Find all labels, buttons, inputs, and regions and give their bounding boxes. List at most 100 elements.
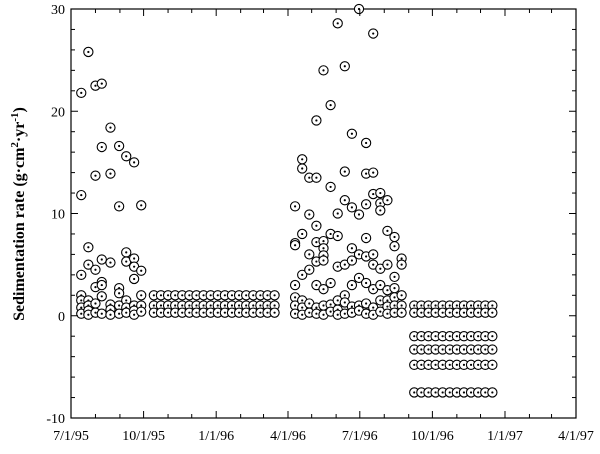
- data-point: [444, 344, 455, 355]
- data-point: [269, 307, 280, 318]
- data-point: [332, 208, 343, 219]
- x-tick-label: 7/1/96: [342, 429, 378, 444]
- data-point: [382, 259, 393, 270]
- data-point: [423, 344, 434, 355]
- x-tick-label: 7/1/95: [53, 429, 89, 444]
- data-point: [105, 309, 116, 320]
- data-point: [382, 225, 393, 237]
- data-point: [487, 387, 498, 398]
- data-point: [90, 170, 101, 181]
- data-point: [396, 307, 407, 318]
- data-point: [113, 140, 125, 152]
- data-point: [318, 65, 329, 76]
- data-point: [90, 264, 101, 275]
- data-point: [375, 187, 386, 199]
- data-point: [339, 166, 350, 177]
- x-tick-label: 1/1/97: [487, 429, 523, 444]
- tick-labels: -10 0 10 20 30 7/1/95 10/1/95 1/1/96 4/1/96 7/1/9…: [46, 3, 594, 444]
- data-point: [382, 195, 393, 206]
- data-point: [113, 288, 125, 299]
- y-tick-label: 0: [58, 310, 65, 325]
- data-point: [304, 264, 315, 275]
- data-point: [76, 87, 87, 98]
- data-point: [360, 137, 372, 149]
- x-tick-label: 10/1/95: [122, 429, 165, 444]
- data-point: [96, 254, 107, 265]
- data-point: [416, 344, 427, 355]
- x-tick-label: 4/1/97: [558, 429, 594, 444]
- data-point: [96, 141, 107, 153]
- data-point: [318, 235, 329, 247]
- data-point: [121, 151, 132, 162]
- data-point: [83, 46, 94, 58]
- data-point: [318, 243, 329, 254]
- data-point: [96, 291, 107, 302]
- data-point: [487, 307, 498, 318]
- data-point: [480, 331, 491, 342]
- data-point: [83, 259, 94, 270]
- data-point: [136, 306, 147, 317]
- data-point: [269, 290, 280, 301]
- data-point: [346, 279, 358, 291]
- data-point: [205, 290, 216, 301]
- data-point: [136, 290, 147, 301]
- data-point: [105, 122, 116, 133]
- data-point: [121, 295, 132, 306]
- data-point: [339, 195, 350, 206]
- data-point: [396, 259, 407, 270]
- data-point: [339, 290, 350, 301]
- data-point: [346, 255, 358, 266]
- data-point: [368, 167, 379, 178]
- data-point: [148, 290, 160, 301]
- data-point: [346, 243, 358, 254]
- data-point: [346, 128, 358, 139]
- data-point: [389, 282, 400, 294]
- data-point: [318, 255, 329, 266]
- data-point: [368, 28, 379, 39]
- y-tick-label: 10: [51, 208, 65, 223]
- data-point: [396, 290, 407, 301]
- data-point: [289, 279, 301, 291]
- data-point: [136, 200, 147, 211]
- data-point: [430, 387, 441, 398]
- data-point: [423, 387, 434, 398]
- data-point: [353, 272, 365, 284]
- data-point: [473, 307, 484, 318]
- data-point: [248, 307, 259, 318]
- data-point: [332, 230, 343, 242]
- y-axis-title: Sedimentation rate (g·cm2·yr-1): [9, 107, 28, 321]
- data-point: [332, 18, 343, 29]
- axis-ticks: [70, 8, 577, 419]
- data-point: [297, 269, 308, 280]
- data-point: [177, 307, 188, 318]
- data-point: [311, 220, 322, 231]
- data-point: [304, 249, 315, 260]
- data-point: [360, 277, 372, 289]
- data-point: [83, 242, 94, 253]
- x-tick-label: 4/1/96: [270, 429, 306, 444]
- data-point: [325, 181, 336, 193]
- data-point: [113, 201, 125, 212]
- data-points: [76, 3, 498, 398]
- data-point: [423, 331, 434, 342]
- data-point: [465, 331, 477, 342]
- data-point: [96, 279, 107, 291]
- data-point: [136, 265, 147, 276]
- data-point: [409, 387, 420, 398]
- data-point: [226, 290, 238, 301]
- data-point: [375, 205, 386, 216]
- data-point: [148, 307, 160, 318]
- data-point: [128, 273, 140, 285]
- data-point: [96, 78, 107, 89]
- x-tick-label: 10/1/96: [411, 429, 454, 444]
- data-point: [184, 307, 195, 318]
- data-point: [375, 279, 386, 291]
- data-point: [297, 154, 308, 165]
- data-point: [389, 241, 400, 252]
- data-point: [353, 3, 365, 15]
- data-point: [487, 359, 498, 370]
- data-point: [487, 331, 498, 342]
- y-tick-label: 20: [51, 105, 65, 120]
- data-point: [76, 269, 87, 280]
